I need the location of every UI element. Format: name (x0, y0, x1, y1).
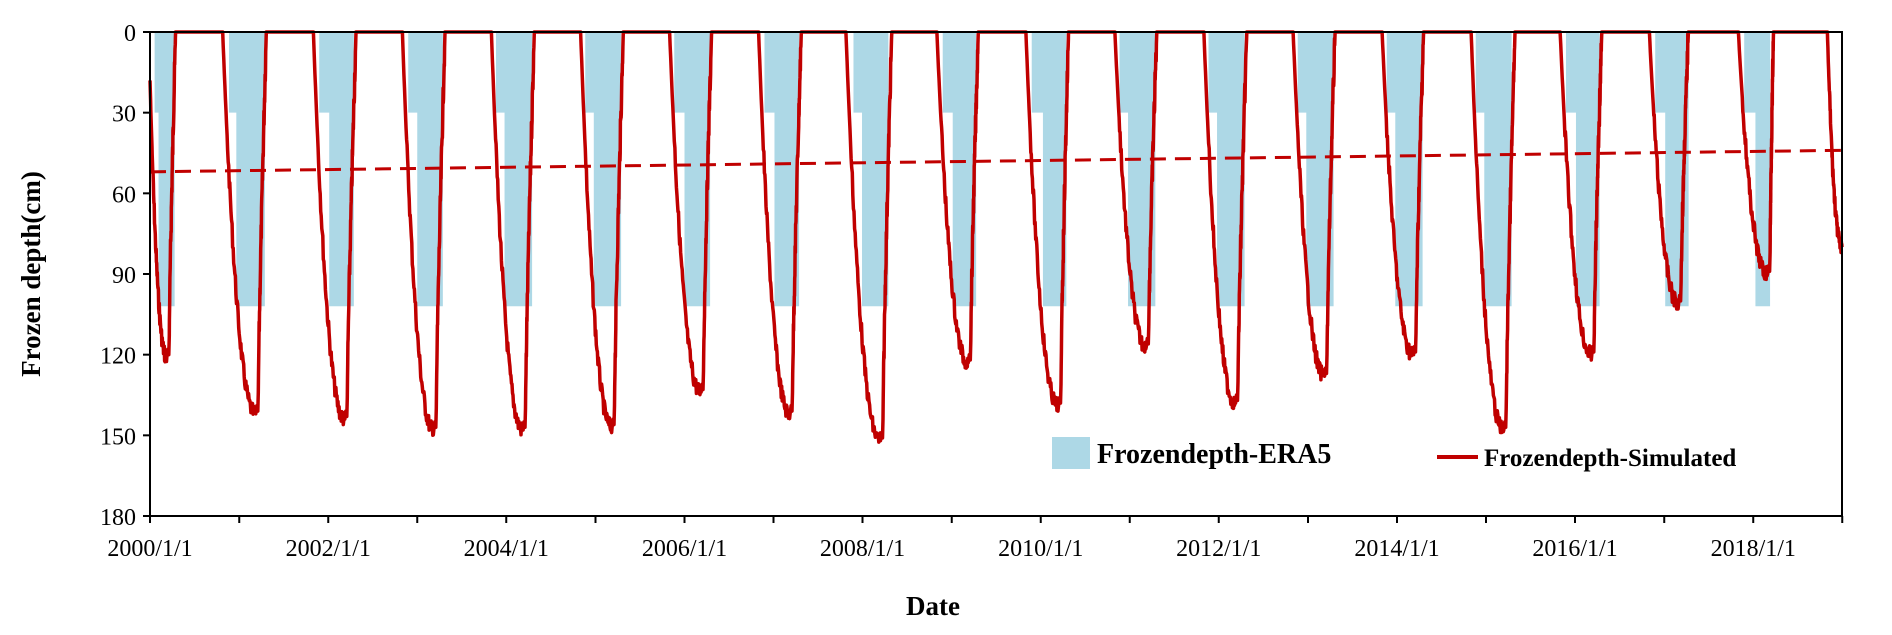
x-axis-title: Date (906, 591, 960, 621)
y-axis-title: Frozen depth(cm) (16, 171, 46, 377)
legend-label-simulated: Frozendepth-Simulated (1484, 445, 1736, 472)
x-tick-label: 2002/1/1 (286, 536, 371, 562)
legend-label-era5: Frozendepth-ERA5 (1097, 439, 1331, 470)
x-tick-label: 2014/1/1 (1354, 536, 1439, 562)
y-tick-label: 90 (112, 263, 136, 289)
x-tick-label: 2016/1/1 (1532, 536, 1617, 562)
x-tick-label: 2006/1/1 (642, 536, 727, 562)
x-axis-ticks: 2000/1/1 2002/1/1 2004/1/1 2006/1/1 2008/1/1… (107, 516, 1844, 562)
x-tick-label: 2000/1/1 (107, 536, 192, 562)
simulated-line (148, 30, 1844, 444)
y-tick-label: 150 (100, 424, 136, 450)
x-tick-label: 2010/1/1 (998, 536, 1083, 562)
legend-swatch-era5 (1052, 437, 1090, 469)
y-tick-label: 30 (112, 102, 136, 128)
y-tick-label: 0 (124, 21, 136, 47)
x-tick-label: 2012/1/1 (1176, 536, 1261, 562)
x-tick-label: 2004/1/1 (464, 536, 549, 562)
y-axis-ticks: 0 30 60 90 120 150 180 (100, 21, 150, 531)
x-tick-label: 2018/1/1 (1711, 536, 1796, 562)
simulated-series (148, 30, 1844, 444)
y-tick-label: 120 (100, 344, 136, 370)
legend: Frozendepth-ERA5 Frozendepth-Simulated (1052, 437, 1736, 472)
trend-line (149, 148, 1843, 174)
y-tick-label: 60 (112, 182, 136, 208)
x-tick-label: 2008/1/1 (820, 536, 905, 562)
y-tick-label: 180 (100, 505, 136, 531)
trend-series (149, 148, 1843, 174)
